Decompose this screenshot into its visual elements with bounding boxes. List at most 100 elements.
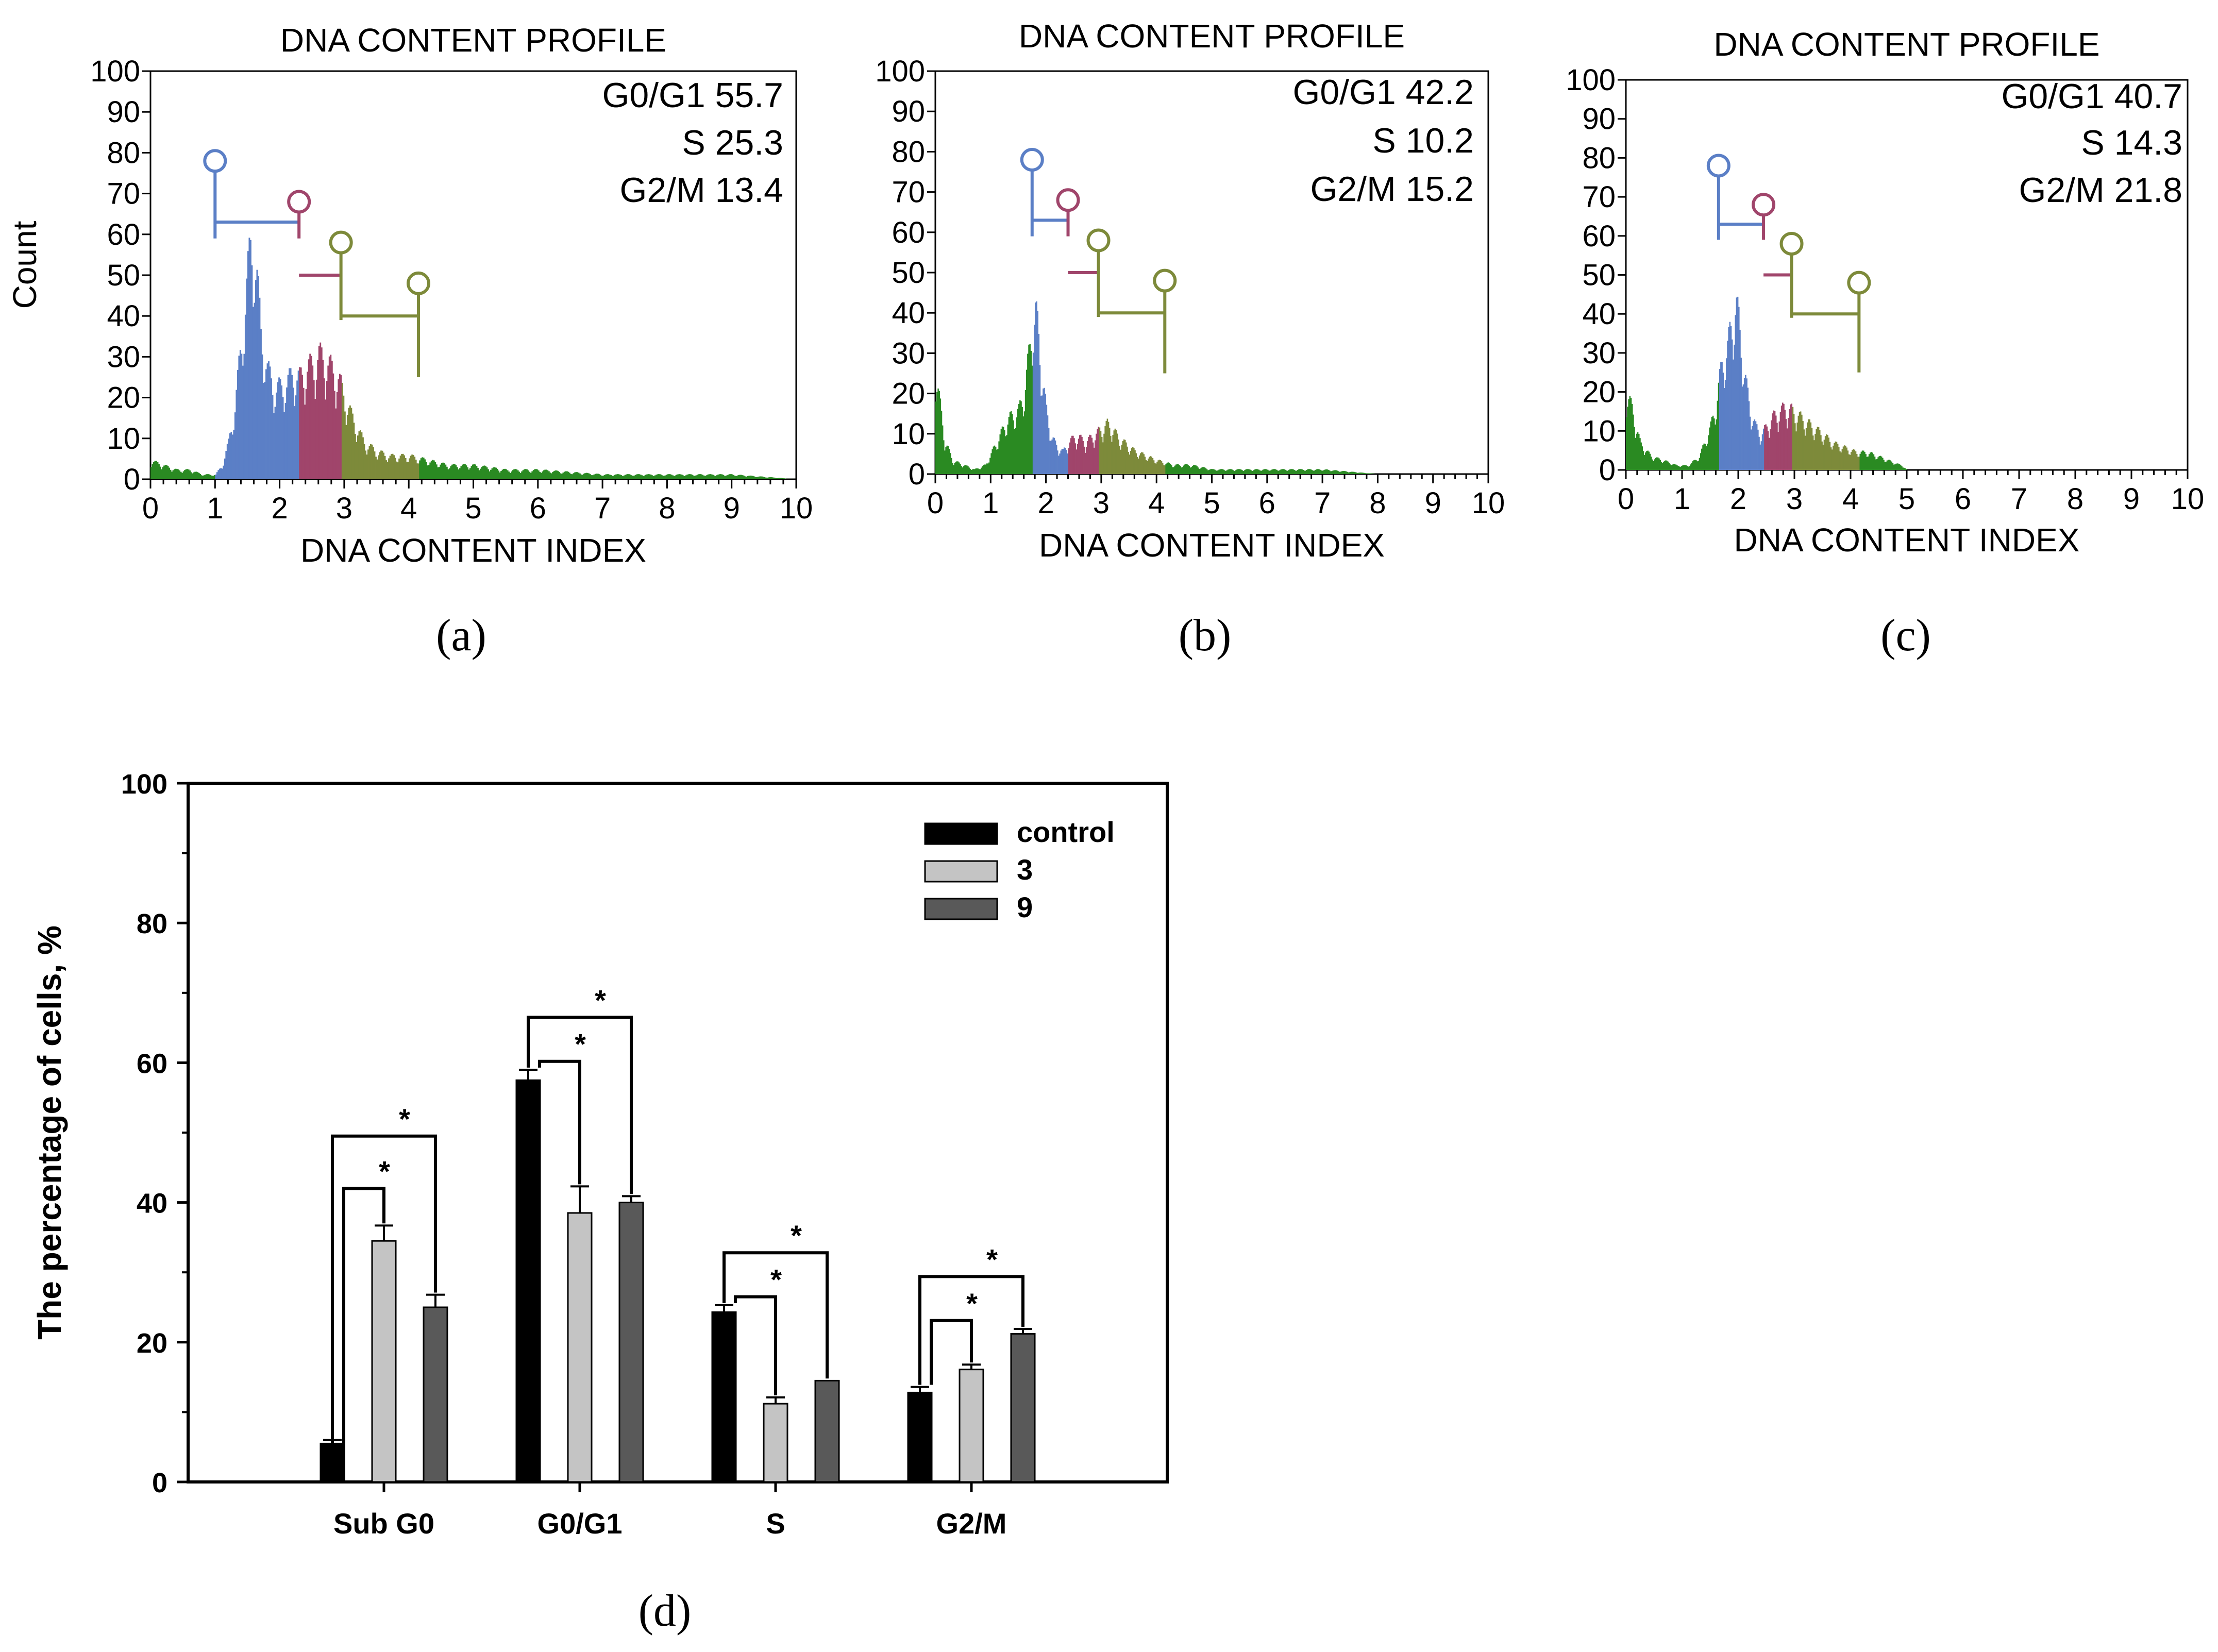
histogram-bin bbox=[1749, 416, 1751, 470]
histogram-bin bbox=[713, 475, 715, 479]
histogram-bin bbox=[1658, 458, 1660, 470]
histogram-bin bbox=[1124, 440, 1126, 474]
histogram-bin bbox=[1871, 452, 1872, 470]
histogram-bin bbox=[374, 451, 376, 479]
histogram-bin bbox=[637, 474, 639, 479]
chart-title: DNA CONTENT PROFILE bbox=[1713, 26, 2099, 63]
histogram-bin bbox=[1896, 463, 1898, 470]
histogram-bin bbox=[975, 468, 977, 474]
histogram-bin bbox=[1842, 446, 1844, 470]
y-tick-label: 20 bbox=[892, 377, 925, 411]
histogram-bin bbox=[509, 473, 511, 479]
histogram-bin bbox=[172, 470, 174, 479]
histogram-bin bbox=[247, 251, 249, 479]
histogram-bin bbox=[683, 476, 685, 479]
histogram-bin bbox=[357, 435, 359, 479]
histogram-bin bbox=[547, 470, 549, 479]
histogram-bin bbox=[486, 467, 488, 479]
histogram-bin bbox=[332, 373, 334, 479]
histogram-bin bbox=[1112, 434, 1114, 474]
histogram-bin bbox=[1785, 419, 1787, 470]
histogram-bin bbox=[699, 474, 701, 479]
histogram-bin bbox=[161, 469, 162, 479]
significance-bracket bbox=[342, 1187, 385, 1482]
histogram-bin bbox=[1756, 424, 1758, 470]
histogram-bin bbox=[1217, 470, 1219, 474]
bar-9 bbox=[618, 1202, 644, 1483]
histogram-bin bbox=[203, 475, 205, 479]
histogram-bin bbox=[257, 276, 259, 479]
histogram-bin bbox=[1900, 465, 1902, 470]
histogram-bin bbox=[938, 391, 940, 474]
histogram-bin bbox=[1102, 442, 1104, 474]
histogram-bin bbox=[570, 474, 572, 479]
histogram-bin bbox=[1238, 469, 1240, 474]
histogram-bin bbox=[294, 406, 296, 479]
histogram-bin bbox=[744, 476, 746, 479]
phase-stat: S 25.3 bbox=[682, 123, 783, 162]
histogram-bin bbox=[392, 453, 394, 479]
histogram-bin bbox=[437, 467, 439, 479]
histogram-bin bbox=[323, 378, 325, 479]
histogram-bin bbox=[949, 453, 951, 474]
histogram-bin bbox=[1810, 422, 1812, 470]
histogram-bin bbox=[1132, 447, 1134, 474]
histogram-bin bbox=[1131, 448, 1133, 474]
histogram-bin bbox=[447, 469, 449, 479]
histogram-bin bbox=[1271, 469, 1273, 474]
y-tick-label: 50 bbox=[107, 259, 140, 292]
histogram-bin bbox=[440, 464, 442, 479]
histogram-bin bbox=[208, 474, 210, 479]
histogram-bin bbox=[1283, 469, 1285, 474]
histogram-bin bbox=[344, 411, 346, 479]
histogram-bin bbox=[710, 474, 712, 479]
histogram-bin bbox=[359, 430, 361, 479]
histogram-bin bbox=[686, 475, 688, 479]
histogram-bin bbox=[1862, 450, 1864, 470]
histogram-bin bbox=[1296, 470, 1298, 474]
histogram-bin bbox=[260, 329, 262, 479]
histogram-bin bbox=[1332, 470, 1334, 474]
histogram-bin bbox=[233, 429, 235, 479]
histogram-bin bbox=[738, 475, 740, 479]
histogram-bin bbox=[1893, 464, 1895, 470]
significance-star: * bbox=[575, 1028, 586, 1060]
histogram-bin bbox=[490, 469, 492, 479]
histogram-bin bbox=[1780, 406, 1783, 470]
histogram-bin bbox=[1673, 464, 1675, 470]
y-tick-label: 100 bbox=[1566, 63, 1616, 97]
significance-star: * bbox=[966, 1287, 978, 1320]
histogram-bin bbox=[425, 462, 427, 479]
x-tick-label: 9 bbox=[2123, 482, 2140, 516]
histogram-bin bbox=[545, 469, 547, 479]
histogram-bin bbox=[967, 466, 969, 474]
histogram-bin bbox=[531, 471, 533, 479]
histogram-bin bbox=[375, 457, 377, 479]
histogram-bin bbox=[1031, 365, 1033, 474]
histogram-bin bbox=[272, 394, 274, 479]
histogram-bin bbox=[1177, 464, 1179, 474]
significance-bracket bbox=[918, 1275, 1024, 1385]
histogram-bin bbox=[711, 474, 713, 479]
histogram-bin bbox=[176, 469, 178, 479]
histogram-bin bbox=[1777, 432, 1779, 470]
histogram-bin bbox=[1718, 382, 1720, 470]
histogram-bin bbox=[1254, 469, 1255, 474]
histogram-bin bbox=[707, 475, 709, 479]
histogram-bin bbox=[673, 476, 675, 479]
histogram-bin bbox=[192, 473, 194, 479]
histogram-bin bbox=[223, 465, 225, 479]
histogram-bin bbox=[1197, 467, 1199, 474]
histogram-bin bbox=[695, 475, 697, 479]
histogram-bin bbox=[1903, 467, 1905, 470]
y-tick-label: 80 bbox=[892, 135, 925, 168]
histogram-bin bbox=[1805, 428, 1807, 470]
histogram-bin bbox=[199, 474, 201, 479]
histogram-bin bbox=[276, 392, 277, 479]
histogram-bin bbox=[292, 387, 294, 479]
histogram-bin bbox=[1080, 434, 1082, 474]
histogram-bin bbox=[170, 469, 172, 479]
histogram-bin bbox=[348, 408, 350, 479]
histogram-bin bbox=[1786, 428, 1788, 470]
histogram-bin bbox=[1347, 471, 1348, 474]
